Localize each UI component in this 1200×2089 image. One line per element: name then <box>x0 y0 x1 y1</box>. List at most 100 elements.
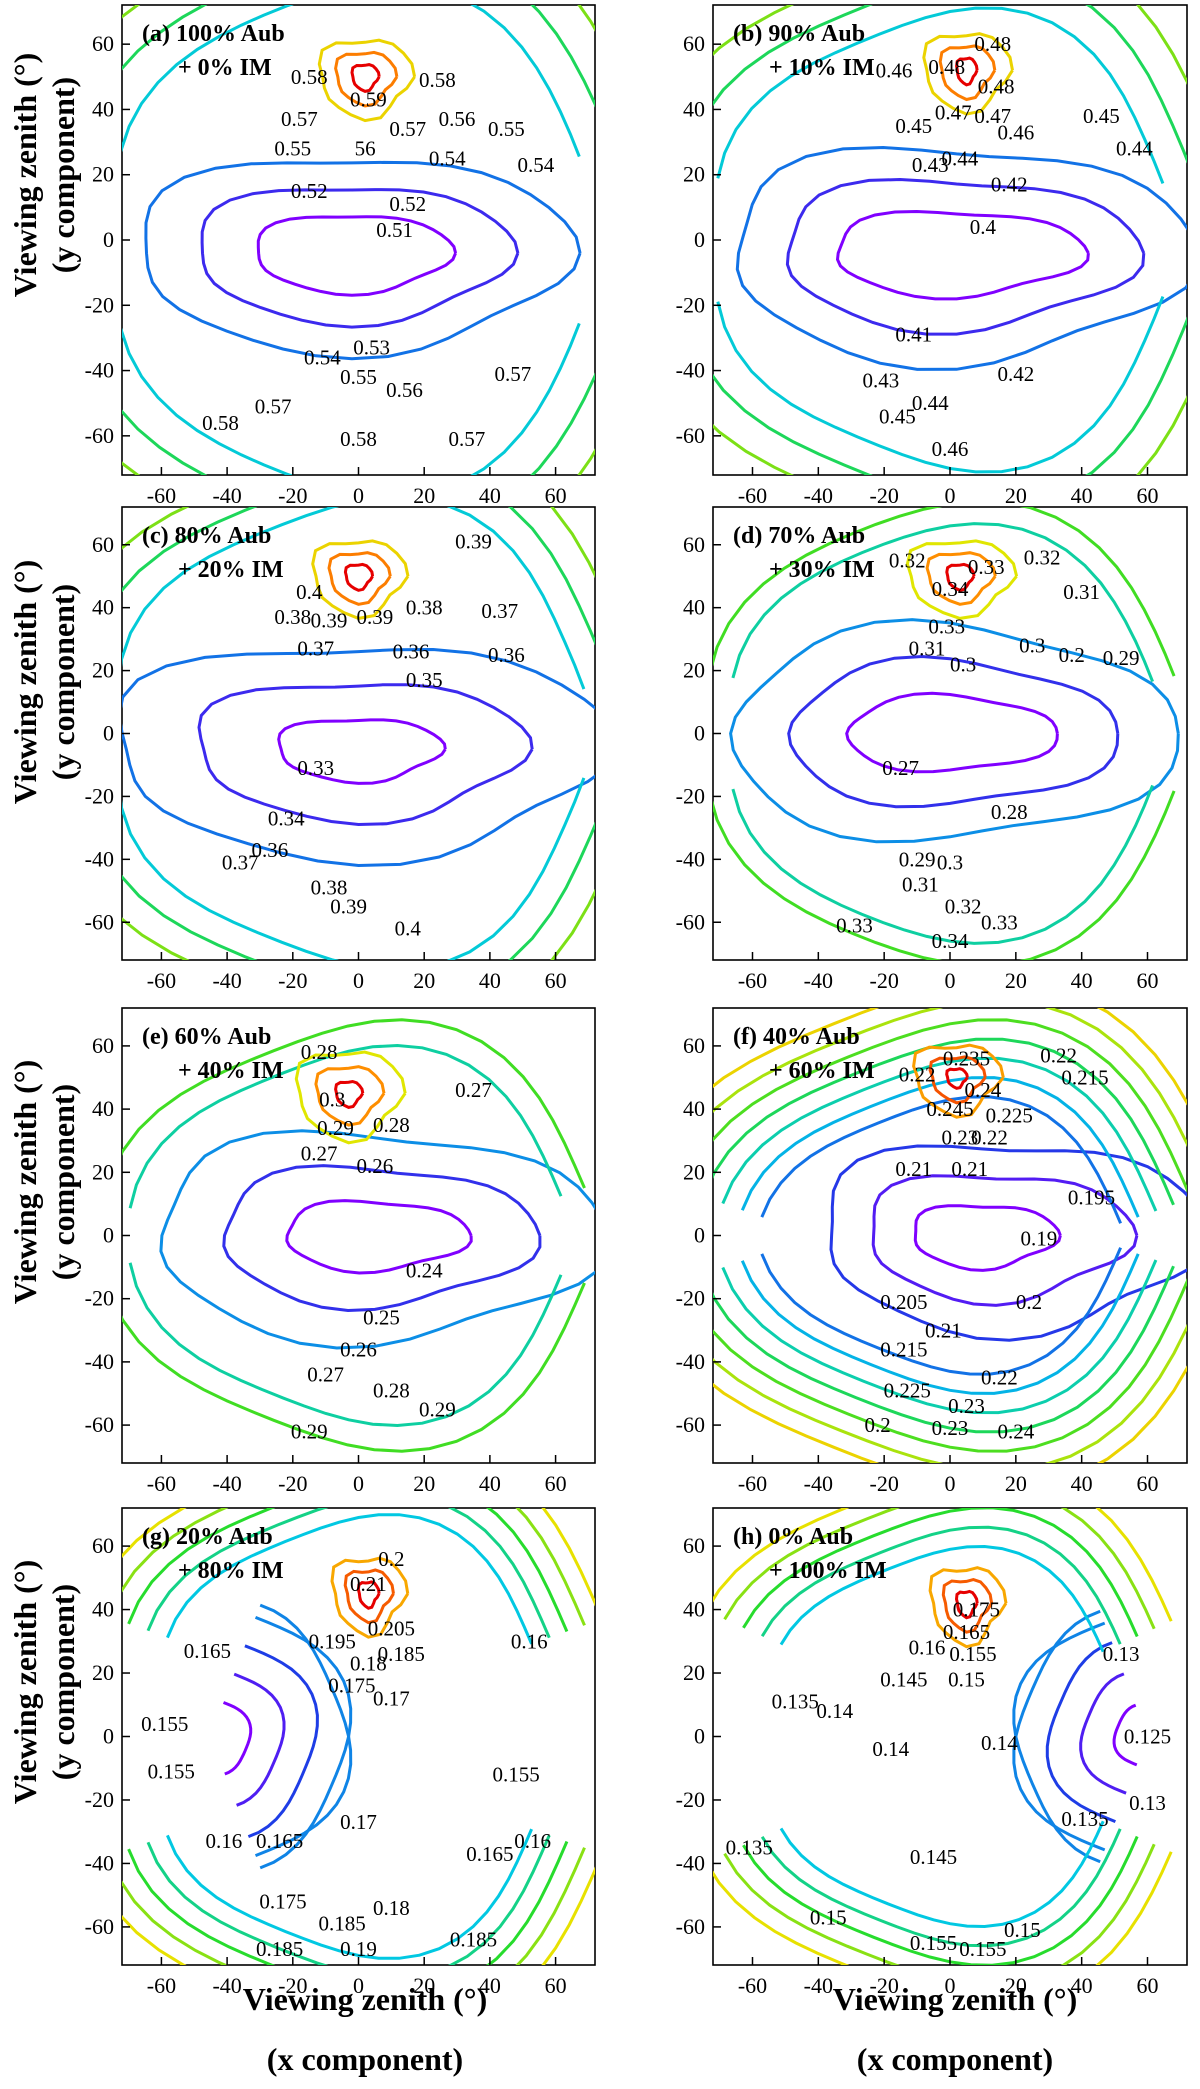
contour-label: 0.58 <box>202 411 239 435</box>
contour-line-h-5 <box>760 1828 1122 1948</box>
contour-label: 0.45 <box>1083 104 1120 128</box>
contour-label: 0.57 <box>389 117 426 141</box>
contour-label: 0.14 <box>981 1731 1018 1755</box>
panel-h-title-line2: + 100% IM <box>769 1558 887 1584</box>
contour-line-e-0 <box>285 1199 473 1275</box>
y-tick-label: -40 <box>676 1349 705 1374</box>
contour-label: 0.33 <box>981 910 1018 934</box>
panel-h-contours <box>713 1508 1173 1965</box>
contour-line-f-11 <box>928 1055 987 1105</box>
contour-line-g-7-b <box>122 1508 586 1626</box>
contour-label: 0.39 <box>455 530 492 554</box>
contour-label: 0.37 <box>222 850 259 874</box>
y-tick-label: 40 <box>683 1096 705 1121</box>
contour-label: 0.3 <box>950 652 976 676</box>
contour-label: 0.31 <box>902 873 939 897</box>
contour-label: 0.26 <box>340 1337 377 1361</box>
contour-label: 0.54 <box>304 346 341 370</box>
x-tick-label: 40 <box>479 968 501 993</box>
contour-label: 0.29 <box>1103 646 1140 670</box>
contour-line-d-3-b <box>731 522 1154 683</box>
contour-label: 0.135 <box>1061 1807 1108 1831</box>
contour-label: 56 <box>355 137 376 161</box>
y-tick-label: 60 <box>683 532 705 557</box>
contour-label: 0.175 <box>259 1890 306 1914</box>
contour-label: 0.58 <box>340 427 377 451</box>
contour-label: 0.165 <box>184 1639 231 1663</box>
y-tick-label: -20 <box>676 292 705 317</box>
contour-line-a-0 <box>256 215 458 297</box>
contour-label: 0.34 <box>268 806 305 830</box>
panel-d: 0.32 0.33 0.320.34 0.310.330.310.30.3 0.2 0.2… <box>676 506 1188 993</box>
contour-label: 0.165 <box>466 1842 513 1866</box>
x-tick-label: 20 <box>413 1973 435 1998</box>
contour-line-h-2 <box>1045 1641 1116 1823</box>
y-tick-label: -20 <box>85 1787 114 1812</box>
contour-label: 0.29 <box>291 1419 328 1443</box>
contour-line-c-2 <box>122 647 595 868</box>
y-axis-label-row4-line1: Viewing zenith (°) <box>7 1560 43 1804</box>
x-tick-label: -60 <box>738 483 767 508</box>
contour-line-d-0 <box>845 691 1059 774</box>
contour-line-f-7 <box>713 1278 1187 1453</box>
contour-label: 0.24 <box>997 1419 1034 1443</box>
contour-label: 0.2 <box>1059 643 1085 667</box>
contour-label: 0.55 <box>340 365 377 389</box>
contour-line-f-6-b <box>713 1037 1175 1206</box>
contour-label: 0.34 <box>932 929 969 953</box>
x-tick-label: 0 <box>353 1471 364 1496</box>
contour-label: 0.21 <box>925 1318 962 1342</box>
contour-label: 0.4 <box>970 215 997 239</box>
contour-line-d-5 <box>905 539 1019 620</box>
contour-line-f-0 <box>913 1204 1062 1272</box>
contour-line-b-4-b <box>713 5 1187 164</box>
panel-h-title-line1: (h) 0% Aub <box>733 1524 853 1550</box>
contour-line-c-6 <box>311 539 410 620</box>
contour-label: 0.33 <box>968 555 1005 579</box>
contour-label: 0.32 <box>889 548 926 572</box>
contour-label: 0.52 <box>291 179 328 203</box>
y-tick-label: 0 <box>694 227 705 252</box>
contour-line-g-5-b <box>146 1508 551 1639</box>
y-tick-label: -40 <box>85 358 114 383</box>
panel-b-contours <box>713 5 1187 475</box>
contour-line-f-8 <box>713 1323 1187 1463</box>
contour-line-f-8-b <box>713 1008 1187 1148</box>
contour-label: 0.21 <box>895 1157 932 1181</box>
y-tick-label: -40 <box>676 1850 705 1875</box>
contour-line-g-7 <box>122 1847 586 1965</box>
panel-g-title-line1: (g) 20% Aub <box>142 1524 273 1550</box>
y-tick-label: 60 <box>683 31 705 56</box>
contour-label: 0.29 <box>317 1116 354 1140</box>
y-tick-label: -40 <box>676 846 705 871</box>
contour-label: 0.58 <box>419 68 456 92</box>
contour-line-g-1 <box>233 1672 286 1807</box>
contour-line-g-3-b <box>254 1603 353 1857</box>
y-tick-label: -20 <box>676 1787 705 1812</box>
x-tick-label: -60 <box>147 1973 176 1998</box>
contour-label: 0.23 <box>942 1126 979 1150</box>
x-axis-label-left-line1: Viewing zenith (°) <box>243 1981 487 2017</box>
x-tick-label: 0 <box>353 483 364 508</box>
x-tick-label: -20 <box>870 1471 899 1496</box>
x-tick-label: -20 <box>870 968 899 993</box>
contour-label: 0.4 <box>395 917 422 941</box>
x-tick-label: -40 <box>212 1973 241 1998</box>
contour-label: 0.36 <box>488 643 525 667</box>
y-tick-label: -60 <box>85 1914 114 1939</box>
contour-line-f-4-b <box>740 1076 1140 1218</box>
contour-label: 0.16 <box>511 1629 548 1653</box>
contour-label: 0.165 <box>943 1620 990 1644</box>
y-axis-label-row1-line1: Viewing zenith (°) <box>7 53 43 297</box>
contour-label: 0.245 <box>926 1097 973 1121</box>
contour-line-b-4 <box>713 316 1187 475</box>
x-tick-label: 0 <box>945 1973 956 1998</box>
contour-line-h-7-b <box>723 1508 1156 1630</box>
contour-line-a-8 <box>350 63 381 93</box>
contour-label: 0.47 <box>974 104 1011 128</box>
contour-label: 0.33 <box>836 913 873 937</box>
contour-line-g-4 <box>166 1828 533 1960</box>
contour-line-e-3-b <box>128 1043 563 1209</box>
